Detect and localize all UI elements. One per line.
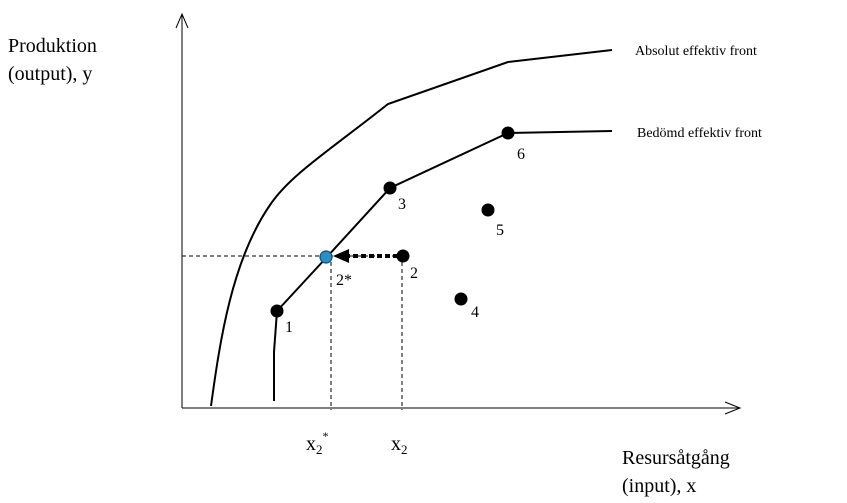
projection-arrowhead xyxy=(333,249,349,263)
point-2 xyxy=(396,249,410,263)
point-6-label: 6 xyxy=(517,146,525,163)
point-5-label: 5 xyxy=(496,222,504,239)
absolute-efficient-front xyxy=(210,49,613,407)
estimated-efficient-front xyxy=(273,130,613,401)
point-2-star-label: 2* xyxy=(336,272,352,289)
estimated-front-label: Bedömd effektiv front xyxy=(637,126,762,141)
x2-tick-label: x2 xyxy=(391,433,408,457)
point-6 xyxy=(501,126,515,140)
point-1-label: 1 xyxy=(285,319,293,336)
point-2-star xyxy=(319,250,333,264)
x2-star-tick-label: x2* xyxy=(306,429,329,457)
point-4 xyxy=(454,292,468,306)
y-axis-label-line1: Produktion xyxy=(8,35,97,57)
point-4-label: 4 xyxy=(471,304,479,321)
x-axis-label-line2: (input), x xyxy=(622,475,696,497)
y-axis-label-line2: (output), y xyxy=(8,63,92,85)
point-1 xyxy=(270,304,284,318)
point-2-label: 2 xyxy=(410,265,418,282)
point-3 xyxy=(383,181,397,195)
point-5 xyxy=(481,203,495,217)
x-axis-label-line1: Resursåtgång xyxy=(622,447,730,469)
x-axis-arrowhead xyxy=(724,401,742,415)
y-axis-arrowhead xyxy=(175,12,189,29)
point-3-label: 3 xyxy=(398,196,406,213)
absolute-front-label: Absolut effektiv front xyxy=(635,44,757,59)
